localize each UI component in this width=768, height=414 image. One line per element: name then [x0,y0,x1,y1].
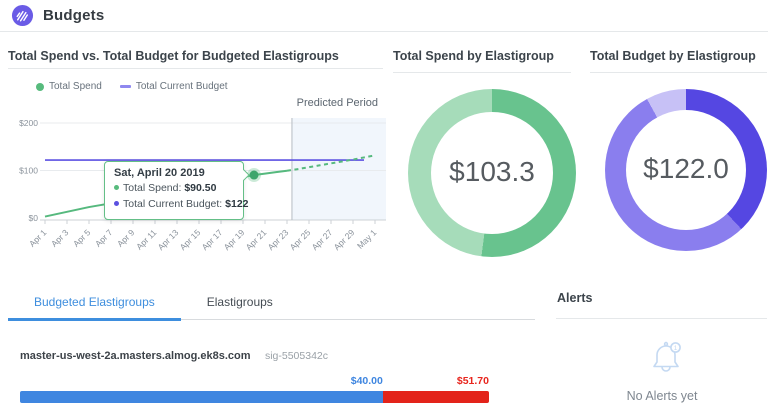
total-spend-donut-title: Total Spend by Elastigroup [393,49,554,63]
tab-bar: Budgeted Elastigroups Elastigroups [8,288,299,321]
svg-text:1: 1 [674,345,678,352]
chart-title-divider [8,68,383,69]
tab-label: Elastigroups [206,295,273,309]
legend-item-total-current-budget[interactable]: Total Current Budget [119,81,228,92]
total-budget-value: $122.0 [643,153,729,184]
svg-text:Apr 17: Apr 17 [200,227,225,252]
svg-text:Apr 27: Apr 27 [310,227,335,252]
tab-elastigroups[interactable]: Elastigroups [181,288,299,321]
total-budget-donut-chart[interactable]: $122.0 [605,89,767,251]
spotinst-logo-icon [11,4,34,27]
svg-text:Apr 19: Apr 19 [222,227,247,252]
tab-underline-track [8,319,535,320]
predicted-period-label: Predicted Period [296,97,378,109]
svg-text:Apr 29: Apr 29 [332,227,357,252]
legend-item-total-spend[interactable]: Total Spend [36,81,102,92]
total-spend-donut-chart[interactable]: $103.3 [408,89,576,257]
spend-vs-budget-title: Total Spend vs. Total Budget for Budgete… [8,49,339,63]
legend-label: Total Current Budget [135,81,228,92]
svg-text:Apr 11: Apr 11 [134,227,159,252]
tab-budgeted-elastigroups[interactable]: Budgeted Elastigroups [8,288,181,321]
no-alerts-text: No Alerts yet [626,389,698,403]
spend-amount-label: $40.00 [350,375,383,387]
alerts-title: Alerts [557,291,593,305]
tab-label: Budgeted Elastigroups [34,295,155,309]
svg-text:$100: $100 [19,166,38,176]
budget-progress-bar [20,391,489,403]
bell-icon: 1 [644,334,688,385]
budget-bar-spend-segment [20,391,383,403]
total-budget-donut-title: Total Budget by Elastigroup [590,49,756,63]
elastigroup-row: master-us-west-2a.masters.almog.ek8s.com… [20,346,489,403]
svg-text:$200: $200 [19,118,38,128]
donut-hole [626,110,746,230]
elastigroup-name-link[interactable]: master-us-west-2a.masters.almog.ek8s.com [20,350,251,362]
svg-text:Apr 21: Apr 21 [244,227,269,252]
svg-text:Apr 15: Apr 15 [178,227,203,252]
budget-dash-icon [119,85,131,88]
budget-bar-labels: $40.00 $51.70 [20,375,489,389]
tooltip-date: Sat, April 20 2019 [114,167,205,179]
tooltip-budget-row: Total Current Budget: $122 [114,197,249,213]
alerts-divider [556,318,767,319]
budget-donut-divider [590,72,767,73]
total-spend-value: $103.3 [449,156,535,187]
total-spend-dot-icon [36,82,44,91]
svg-text:Apr 23: Apr 23 [266,227,291,252]
svg-text:Apr 13: Apr 13 [156,227,181,252]
svg-text:Apr 9: Apr 9 [115,227,137,249]
svg-text:Apr 1: Apr 1 [27,227,49,249]
page-title: Budgets [43,7,105,24]
overspend-amount-label: $51.70 [456,375,489,387]
svg-text:Apr 5: Apr 5 [71,227,93,249]
legend-label: Total Spend [49,81,102,92]
spend-donut-divider [393,72,571,73]
svg-text:Apr 7: Apr 7 [93,227,115,249]
svg-text:May 1: May 1 [355,227,379,251]
spend-bullet-icon [114,185,119,190]
chart-tooltip: Sat, April 20 2019 Total Spend: $90.50 T… [104,161,250,220]
elastigroup-sig-id: sig-5505342c [264,350,328,362]
budget-bar-over-segment [382,391,489,403]
donut-hole [431,112,553,234]
chart-legend: Total Spend Total Current Budget [36,81,246,92]
app-header: Budgets [0,0,768,32]
budget-bullet-icon [114,200,119,206]
svg-text:Apr 3: Apr 3 [49,227,71,249]
svg-text:$0: $0 [29,213,39,223]
svg-text:Apr 25: Apr 25 [288,227,313,252]
tooltip-spend-row: Total Spend: $90.50 [114,181,234,197]
